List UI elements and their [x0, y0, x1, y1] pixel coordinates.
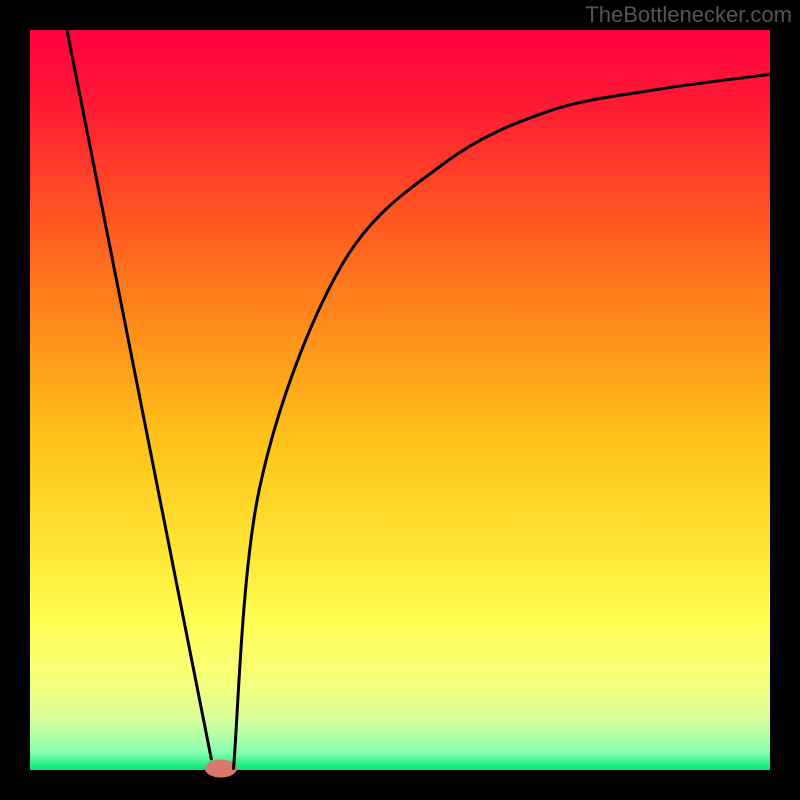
watermark-text: TheBottlenecker.com — [585, 2, 792, 28]
chart-container: TheBottlenecker.com — [0, 0, 800, 800]
chart-svg — [0, 0, 800, 800]
